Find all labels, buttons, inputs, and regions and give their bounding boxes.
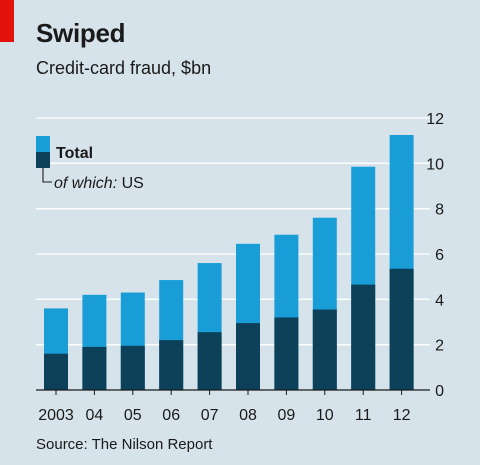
y-tick-label: 10 [426, 156, 444, 173]
y-tick-label: 4 [435, 292, 444, 309]
bar-us [274, 317, 299, 390]
x-tick-label: 04 [86, 407, 104, 424]
brand-red-tag [0, 0, 14, 42]
x-tick-label: 08 [239, 407, 257, 424]
source-note: Source: The Nilson Report [36, 436, 213, 453]
y-tick-label: 6 [435, 247, 444, 264]
legend-connector [42, 168, 52, 183]
x-tick-label: 06 [162, 407, 180, 424]
x-tick-label: 10 [316, 407, 334, 424]
x-tick-label: 2003 [38, 407, 74, 424]
bar-us [159, 340, 184, 390]
y-tick-label: 8 [435, 202, 444, 219]
bar-us [120, 345, 145, 390]
legend-swatch-us [36, 152, 50, 168]
y-tick-label: 0 [435, 383, 444, 400]
bar-us [312, 309, 337, 390]
x-tick-label: 11 [355, 407, 372, 424]
y-tick-label: 2 [435, 338, 444, 355]
bar-us [236, 323, 260, 390]
legend-label-us-prefix: of which: [54, 175, 122, 192]
x-tick-label: 12 [393, 407, 411, 424]
chart-title: Swiped [36, 18, 126, 48]
bar-us [82, 346, 107, 390]
chart-subtitle: Credit-card fraud, $bn [36, 58, 212, 78]
legend-label-total: Total [56, 145, 93, 162]
legend-swatch-total [36, 136, 50, 152]
legend-label-us: of which: US [54, 175, 144, 192]
x-tick-label: 09 [278, 407, 296, 424]
legend-label-us-name: US [122, 175, 144, 192]
x-tick-label: 07 [201, 407, 219, 424]
bar-us [351, 284, 376, 390]
bar-us [197, 332, 222, 390]
y-tick-label: 12 [426, 111, 444, 128]
x-tick-label: 05 [124, 407, 142, 424]
bar-us [44, 353, 68, 390]
bar-us [389, 268, 414, 390]
